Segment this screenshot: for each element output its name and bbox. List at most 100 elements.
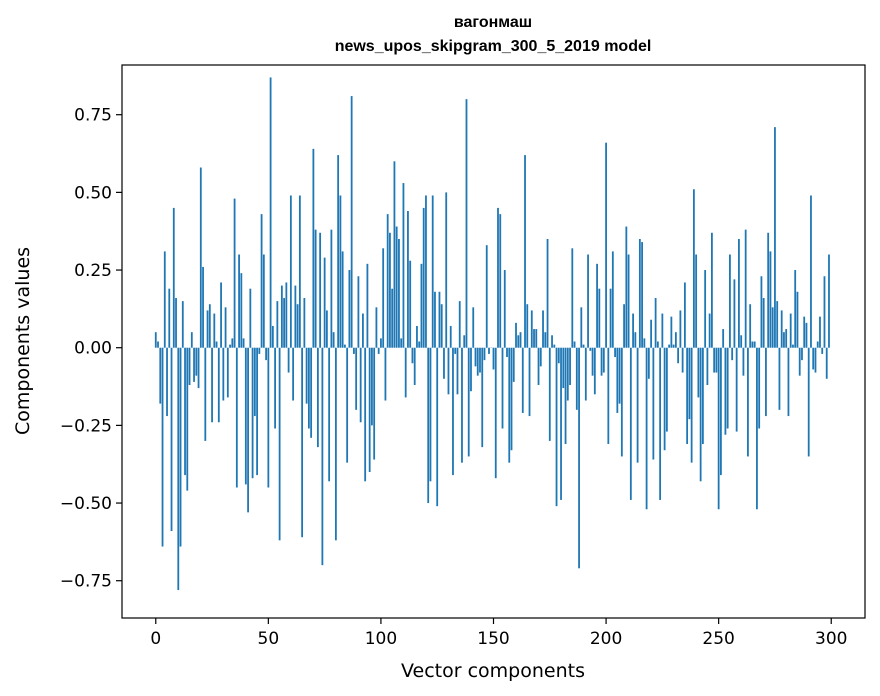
bar (458, 301, 461, 348)
bar (382, 248, 385, 348)
bar (652, 347, 655, 460)
bars-group (154, 77, 830, 591)
bar (605, 142, 607, 348)
bar (301, 347, 304, 538)
bar (366, 263, 369, 348)
bar (362, 313, 364, 348)
bar (467, 347, 470, 457)
bar (391, 288, 394, 348)
bar (413, 347, 416, 385)
bar (298, 195, 301, 348)
bar (584, 347, 587, 401)
bar (260, 214, 263, 348)
bar (440, 304, 443, 348)
bar (353, 347, 355, 354)
bar (629, 347, 632, 500)
bar (425, 195, 427, 348)
bar (609, 288, 612, 348)
bar (276, 301, 279, 348)
bar (647, 347, 650, 379)
bar (470, 347, 472, 392)
bar (204, 347, 207, 441)
bar (483, 347, 486, 361)
bar (774, 127, 776, 348)
bar (810, 195, 812, 348)
bar (749, 304, 752, 348)
bar (375, 307, 378, 348)
bar (294, 285, 297, 348)
bar (420, 263, 423, 348)
bar (386, 214, 389, 348)
bar (364, 347, 367, 482)
bar (181, 301, 184, 348)
bar (233, 198, 236, 348)
bar (494, 347, 497, 479)
bar (499, 214, 502, 348)
bar (389, 232, 391, 348)
bar (355, 347, 358, 410)
bar (670, 316, 673, 348)
bar (359, 347, 362, 423)
x-tick-label: 250 (702, 629, 734, 649)
bar (564, 347, 567, 445)
bar (434, 291, 436, 348)
bar (429, 347, 432, 482)
bar (663, 347, 666, 451)
bar (571, 248, 574, 348)
y-tick-label: −0.75 (60, 572, 112, 592)
bar (445, 192, 448, 348)
bar (193, 347, 195, 382)
bar (627, 254, 630, 348)
bar (704, 270, 707, 348)
y-tick-label: 0.50 (74, 183, 112, 203)
bar (578, 347, 580, 569)
bar (510, 347, 513, 451)
bar (620, 347, 623, 457)
bar (512, 347, 515, 382)
bar (751, 341, 754, 348)
bar (287, 347, 290, 373)
bar (157, 341, 159, 348)
bar (587, 254, 589, 348)
bar (506, 347, 508, 358)
x-tick-label: 300 (815, 629, 847, 649)
bar (638, 238, 641, 348)
bar (738, 238, 740, 348)
bar (395, 226, 398, 348)
bar (501, 347, 504, 429)
bar (371, 347, 373, 426)
bar (402, 183, 405, 348)
bar (580, 307, 583, 348)
bar (591, 347, 594, 376)
bar (674, 332, 677, 348)
bar (569, 347, 571, 385)
bar (400, 338, 403, 348)
bar (380, 338, 382, 348)
bar (713, 347, 716, 373)
bar (796, 291, 799, 348)
bar (409, 260, 412, 348)
bar (553, 344, 556, 348)
bar (202, 266, 204, 348)
bar (377, 347, 380, 354)
bar (607, 347, 610, 445)
y-tick-label: −0.25 (60, 416, 112, 436)
bar (573, 341, 576, 348)
bar (701, 347, 704, 445)
bar (819, 316, 821, 348)
bar (785, 329, 788, 348)
bar (269, 77, 272, 348)
bar (542, 310, 544, 348)
bar (179, 347, 182, 547)
bar (231, 338, 234, 348)
bar (303, 298, 306, 348)
bar (488, 347, 490, 354)
bar (384, 347, 387, 401)
bar (742, 347, 745, 376)
bar (816, 341, 819, 348)
bar (454, 347, 457, 354)
bar (229, 344, 231, 348)
bar (211, 347, 213, 423)
bar (783, 332, 785, 348)
bar (177, 347, 180, 591)
